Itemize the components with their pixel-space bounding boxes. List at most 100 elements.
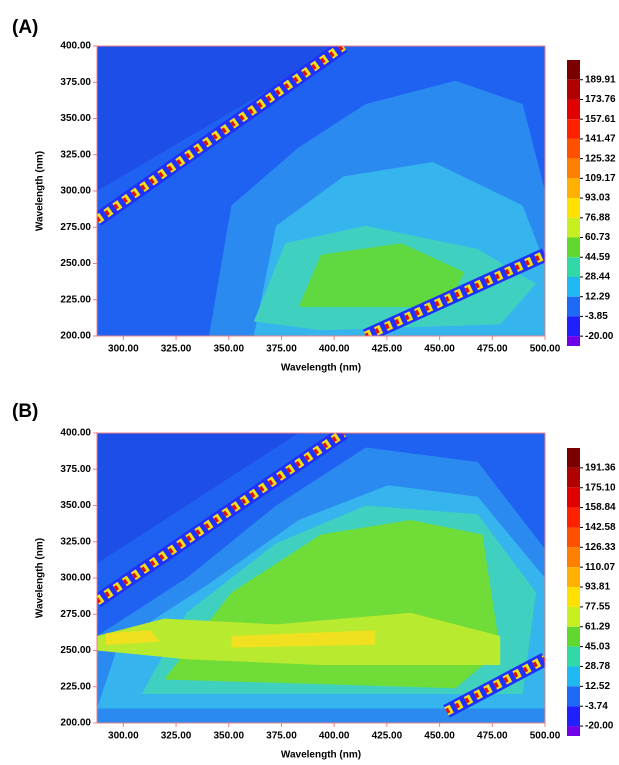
x-tick-label: 325.00	[161, 731, 192, 742]
x-tick-label: 400.00	[319, 731, 350, 742]
colorbar-cell	[567, 217, 580, 238]
x-tick-label: 300.00	[108, 344, 139, 355]
colorbar-cell	[567, 158, 580, 179]
colorbar-tick-label: 28.78	[585, 661, 610, 672]
contour-region	[97, 433, 299, 564]
x-tick-label: 475.00	[477, 731, 508, 742]
x-tick-label: 475.00	[477, 344, 508, 355]
colorbar-cell	[567, 527, 580, 548]
colorbar-tick-label: 12.52	[585, 681, 610, 692]
colorbar-tick-label: 157.61	[585, 114, 616, 125]
x-axis-title: Wavelength (nm)	[281, 363, 361, 374]
colorbar-cell	[567, 467, 580, 488]
colorbar-tick-label: 45.03	[585, 641, 610, 652]
y-tick-label: 300.00	[60, 573, 91, 584]
colorbar-tick-label: 76.88	[585, 212, 610, 223]
colorbar-cell	[567, 79, 580, 100]
x-tick-label: 425.00	[372, 731, 403, 742]
y-tick-label: 350.00	[60, 113, 91, 124]
x-tick-label: 425.00	[372, 344, 403, 355]
y-tick-label: 375.00	[60, 464, 91, 475]
colorbar-cell	[567, 726, 580, 736]
y-axis-title: Wavelength (nm)	[35, 538, 46, 618]
colorbar-cell	[567, 587, 580, 607]
colorbar-cell	[567, 99, 580, 120]
plot-area	[97, 46, 545, 336]
colorbar-tick-label: 110.07	[585, 562, 615, 573]
x-tick-label: 500.00	[530, 731, 561, 742]
colorbar-tick-label: -20.00	[585, 331, 614, 342]
colorbar-tick-label: 12.29	[585, 291, 610, 302]
colorbar-tick-label: 126.33	[585, 542, 616, 553]
scatter-band	[97, 46, 348, 226]
scatter-band	[445, 656, 545, 714]
colorbar-tick-label: 158.84	[585, 502, 616, 513]
contour-region	[231, 630, 375, 648]
colorbar-tick-label: 61.29	[585, 621, 610, 632]
contour-panel: (A) 300.00 325.00 350.00 375.00 400.00 425.00 4…	[12, 17, 616, 374]
colorbar-cell	[567, 507, 580, 528]
colorbar-cell	[567, 178, 580, 199]
scatter-band	[97, 433, 346, 605]
colorbar-cell	[567, 547, 580, 568]
colorbar-tick-label: -3.85	[585, 311, 608, 322]
x-tick-label: 375.00	[266, 731, 297, 742]
colorbar-tick-label: 189.91	[585, 74, 616, 85]
colorbar-tick-label: 125.32	[585, 153, 616, 164]
y-tick-label: 200.00	[60, 331, 91, 342]
contour-panel: (B) 300.00 325.00 350.00 375.00 400.00 425.00 4…	[12, 401, 616, 761]
x-tick-label: 450.00	[424, 344, 455, 355]
colorbar-cell	[567, 666, 580, 687]
colorbar-tick-label: 191.36	[585, 463, 616, 474]
colorbar-cell	[567, 686, 580, 707]
contour-region	[105, 630, 160, 645]
plot-area	[97, 433, 545, 723]
scatter-band	[362, 248, 545, 336]
colorbar-cell	[567, 646, 580, 667]
x-tick-label: 400.00	[319, 344, 350, 355]
x-tick-label: 375.00	[266, 344, 297, 355]
panel-label: (A)	[12, 17, 38, 38]
colorbar-cell	[567, 296, 580, 317]
colorbar-tick-label: 93.03	[585, 193, 610, 204]
colorbar-cell	[567, 448, 580, 468]
colorbar-cell	[567, 626, 580, 647]
y-tick-label: 200.00	[60, 718, 91, 729]
y-tick-label: 350.00	[60, 500, 91, 511]
colorbar-tick-label: 60.73	[585, 232, 610, 243]
colorbar-cell	[567, 198, 580, 218]
y-tick-label: 325.00	[60, 149, 91, 160]
panel-label: (B)	[12, 401, 38, 422]
x-tick-label: 350.00	[213, 731, 244, 742]
colorbar-tick-label: 109.17	[585, 173, 616, 184]
colorbar-tick-label: 44.59	[585, 252, 610, 263]
y-tick-label: 250.00	[60, 258, 91, 269]
colorbar-cell	[567, 119, 580, 139]
y-axis-title: Wavelength (nm)	[35, 151, 46, 231]
colorbar-tick-label: -3.74	[585, 701, 608, 712]
y-tick-label: 250.00	[60, 645, 91, 656]
x-axis-title: Wavelength (nm)	[281, 750, 361, 760]
colorbar-cell	[567, 706, 580, 727]
colorbar-tick-label: 175.10	[585, 482, 616, 493]
y-tick-label: 400.00	[60, 428, 91, 439]
x-tick-label: 300.00	[108, 731, 139, 742]
y-tick-label: 225.00	[60, 294, 91, 305]
colorbar-tick-label: -20.00	[585, 721, 614, 732]
y-tick-label: 325.00	[60, 536, 91, 547]
colorbar-cell	[567, 138, 580, 159]
y-tick-label: 400.00	[60, 41, 91, 52]
colorbar-tick-label: 28.44	[585, 272, 610, 283]
y-tick-label: 225.00	[60, 681, 91, 692]
y-tick-label: 375.00	[60, 77, 91, 88]
colorbar-cell	[567, 336, 580, 346]
colorbar-cell	[567, 276, 580, 297]
y-tick-label: 275.00	[60, 609, 91, 620]
colorbar-tick-label: 141.47	[585, 134, 616, 145]
colorbar-cell	[567, 316, 580, 337]
colorbar-cell	[567, 257, 580, 277]
x-tick-label: 500.00	[530, 344, 561, 355]
x-tick-label: 450.00	[424, 731, 455, 742]
colorbar-cell	[567, 487, 580, 508]
